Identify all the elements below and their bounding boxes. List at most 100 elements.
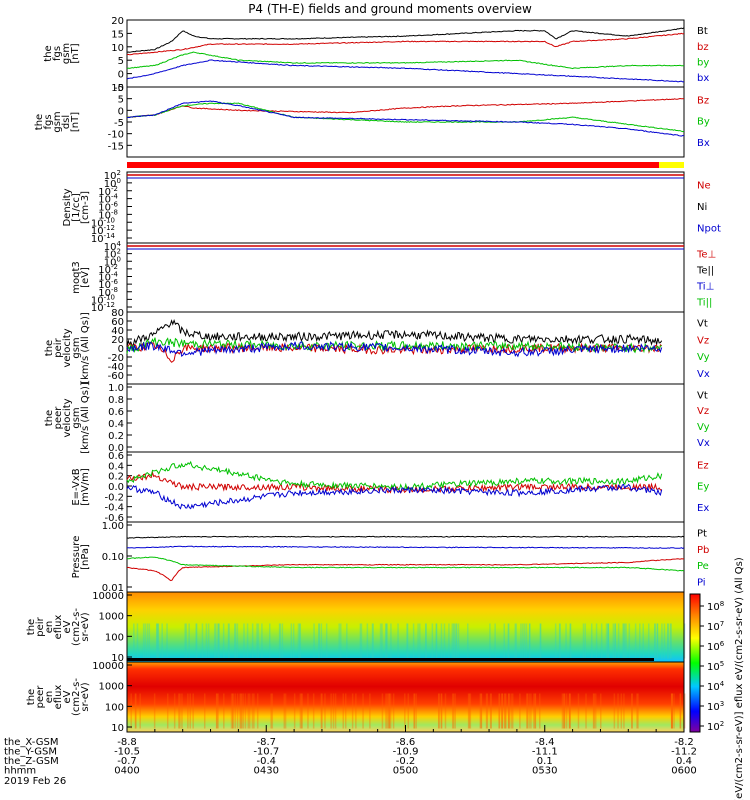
series-bx [126, 59, 685, 83]
legend-Vy: Vy [697, 422, 710, 433]
spectrogram-streak [320, 693, 323, 729]
spectrogram-streak [381, 623, 383, 659]
spectrogram-peir_spec [127, 592, 684, 662]
spectrogram-streak [351, 693, 354, 729]
x-row-value: -8.7 [256, 737, 276, 748]
series-Bx [126, 100, 685, 137]
spectrogram-streak [503, 623, 506, 659]
legend-Vx: Vx [697, 438, 710, 449]
spectrogram-streak [634, 623, 637, 659]
series-by [126, 51, 685, 70]
spectrogram-streak [469, 693, 472, 729]
y-axis-label: moqt3[eV] [71, 261, 91, 294]
spectrogram-streak [656, 623, 659, 659]
spectrogram-streak [614, 623, 617, 659]
series-Ex [126, 483, 663, 510]
y-tick-label: -15 [108, 141, 124, 152]
legend-Bz: Bz [697, 95, 709, 106]
spectrogram-streak [185, 623, 187, 659]
spectrogram-streak [569, 623, 572, 659]
spectrogram-streak [534, 693, 536, 729]
x-row-value: 0.4 [676, 756, 692, 767]
panel-moms: 10410210010-210-410-610-810-1010-12moqt3… [71, 240, 716, 314]
spectrogram-streak [215, 693, 218, 729]
spectrogram-streak [503, 693, 506, 729]
colorbar-tick-label: 106 [707, 640, 725, 653]
y-axis-label-line: fgs [43, 114, 54, 129]
legend-Npot: Npot [697, 224, 721, 235]
spectrogram-streak [270, 693, 272, 729]
y-tick-label: 40 [111, 326, 124, 337]
spectrogram-streak [628, 623, 631, 659]
series-Ez [126, 470, 662, 494]
spectrogram-streak [313, 623, 315, 659]
spectrogram-streak [479, 693, 482, 729]
legend-Ex: Ex [697, 503, 709, 514]
spectrogram-streak [173, 693, 176, 729]
legend-By: By [697, 117, 710, 128]
spectrogram-streak [251, 623, 254, 659]
y-axis-label-line: E=-VxB [71, 468, 82, 505]
y-axis-label-line: [km/s (All Qs)] [80, 382, 91, 454]
spectrogram-streak [153, 693, 156, 729]
spectrogram-streak [278, 623, 281, 659]
y-tick-label: 0.6 [108, 451, 124, 462]
y-tick-label: -40 [108, 362, 124, 373]
y-tick-label: 0.6 [108, 407, 124, 418]
spectrogram-streak [562, 693, 565, 729]
y-axis-label-line: (cm2-s- [71, 608, 82, 646]
y-tick-label: 0.0 [108, 443, 124, 454]
spectrogram-streak [359, 623, 362, 659]
spectrogram-streak [639, 623, 641, 659]
y-tick-label: 0 [118, 344, 124, 355]
legend-Ti||: Ti|| [696, 298, 712, 309]
legend-Te⊥: Te⊥ [696, 249, 716, 260]
y-tick-label: 102 [104, 169, 121, 182]
y-axis-label-line: the [44, 410, 55, 426]
colorbar-tick-label: 102 [707, 720, 724, 733]
spectrogram-streak [406, 623, 409, 659]
spectrogram-streak [584, 623, 587, 659]
panel-pressure: 1.00 0.10 0.01 Pressure[nPa] Pt Pb Pe Pi [71, 521, 709, 594]
spectrogram-streak [647, 623, 650, 659]
spectrogram-streak [631, 693, 633, 729]
spectrogram-streak [656, 623, 659, 659]
y-tick-label: 5 [118, 95, 124, 106]
y-axis-label-line: sr-eV) [80, 612, 91, 641]
spectrogram-streak [667, 623, 669, 659]
spectrogram-streak [623, 623, 625, 659]
spectrogram-streak [223, 693, 225, 729]
colorbar-tick-label: 105 [707, 660, 724, 673]
spectrogram-streak [369, 693, 371, 729]
spectrogram-streak [279, 623, 282, 659]
colorbar-tick-label: 104 [707, 680, 725, 693]
y-axis-label-line: [cm-3] [80, 191, 91, 224]
spectrogram-streak [240, 693, 242, 729]
spectrogram-streak [236, 693, 239, 729]
legend-Bx: Bx [697, 138, 710, 149]
spectrogram-streak [404, 693, 406, 729]
date-label: 2019 Feb 26 [4, 776, 66, 787]
y-axis-label-line: velocity [62, 328, 73, 367]
spectrogram-streak [501, 693, 503, 729]
y-tick-label: -60 [108, 371, 124, 382]
spectrogram-streak [371, 623, 374, 659]
spectrogram-streak [522, 623, 524, 659]
spectrogram-streak [413, 693, 415, 729]
figure-title: P4 (TH-E) fields and ground moments over… [248, 2, 532, 16]
y-tick-label: 0.2 [108, 431, 124, 442]
spectrogram-streak [673, 693, 675, 729]
spectrogram-streak [216, 693, 218, 729]
spectrogram-streak [251, 693, 254, 729]
colorbar-label: [eV/(cm2-s-sr-eV)] eflux eV/(cm2-s-sr-eV… [734, 557, 745, 800]
spectrogram-streak [299, 623, 302, 659]
y-axis-label-line: fgs [52, 46, 63, 61]
spectrogram-streak [594, 693, 597, 729]
y-axis-label-line: [nPa] [80, 544, 91, 570]
y-tick-label: 1000 [99, 612, 124, 623]
legend-Pb: Pb [697, 545, 709, 556]
spectrogram-streak [683, 623, 686, 659]
